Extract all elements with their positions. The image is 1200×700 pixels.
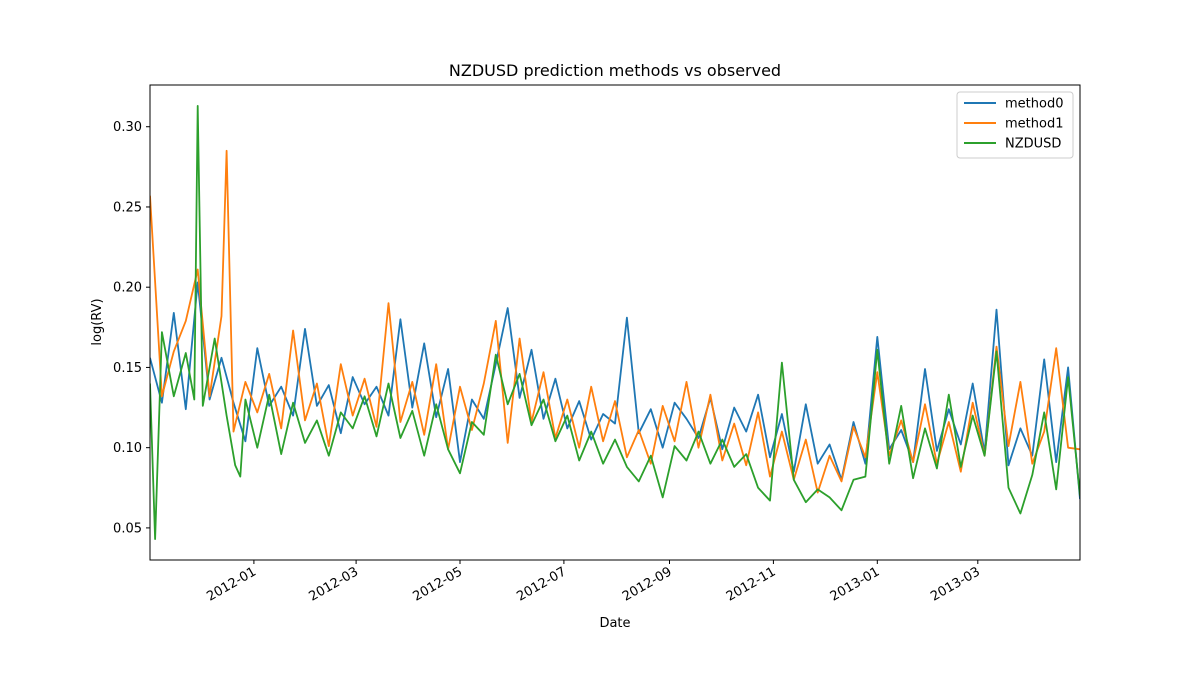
legend-label-nzdusd: NZDUSD [1005,137,1061,152]
y-axis-label: log(RV) [90,298,105,345]
series-line-nzdusd [150,105,1080,540]
x-axis-label: Date [599,616,630,631]
y-axis-ticks: 0.05 0.10 0.15 0.20 0.25 0.30 [113,120,150,536]
chart-title: NZDUSD prediction methods vs observed [449,61,781,80]
legend-label-method0: method0 [1005,97,1063,112]
legend-box [956,91,1074,159]
y-tick-label: 0.15 [113,361,142,376]
series-line-method0 [150,281,1080,500]
y-tick-label: 0.30 [113,120,142,135]
series-layer [150,105,1080,540]
series-line-method1 [150,149,1080,494]
legend-label-method1: method1 [1005,117,1063,132]
legend: method0 method1 NZDUSD [956,91,1074,159]
plot-frame [149,84,1081,561]
y-tick-label: 0.10 [113,441,142,456]
y-tick-label: 0.05 [113,521,142,536]
y-tick-label: 0.25 [113,200,142,215]
y-tick-label: 0.20 [113,281,142,296]
